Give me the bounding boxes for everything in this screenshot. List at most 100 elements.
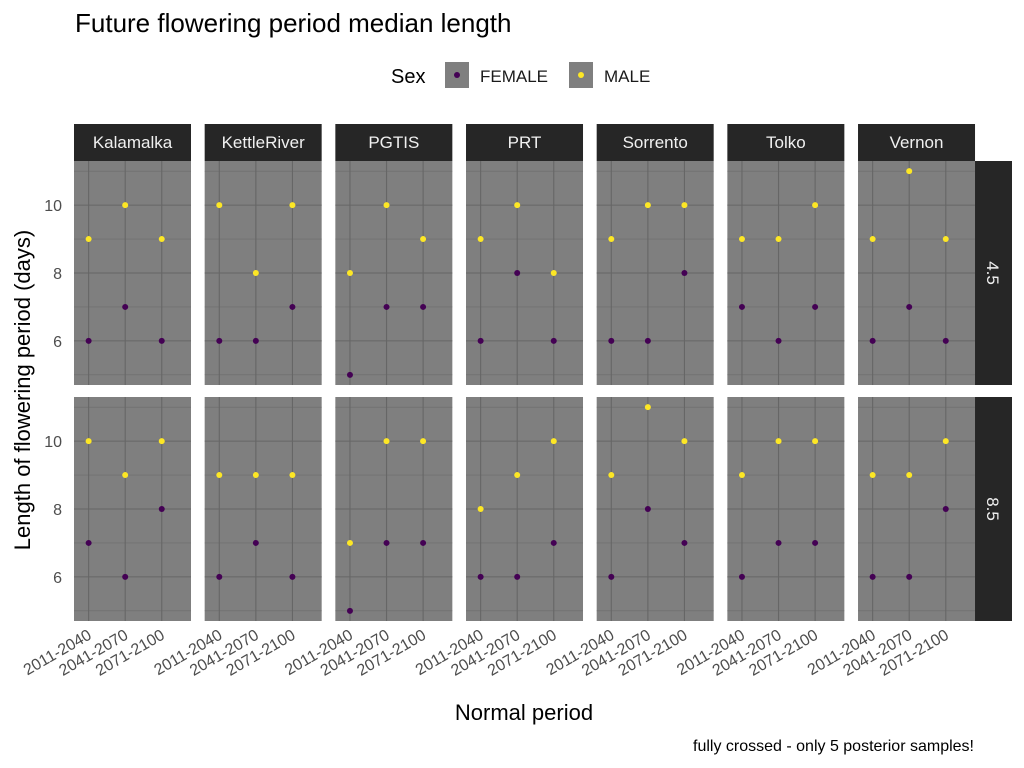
data-point-male <box>550 438 557 445</box>
legend-key-point <box>454 72 460 78</box>
data-point-female <box>514 573 521 580</box>
data-point-female <box>252 337 259 344</box>
data-point-female <box>869 573 876 580</box>
data-point-female <box>289 573 296 580</box>
y-tick-label: 8 <box>53 266 62 283</box>
data-point-female <box>420 303 427 310</box>
data-point-male <box>869 236 876 243</box>
data-point-female <box>738 303 745 310</box>
panel-tolko-8-5 <box>727 397 845 621</box>
data-point-female <box>346 607 353 614</box>
data-point-female <box>738 573 745 580</box>
row-strip-8-5: 8.5 <box>974 397 1012 621</box>
panel-pgtis-8-5 <box>335 397 453 621</box>
column-strip-label: PRT <box>508 133 542 152</box>
column-strip-label: PGTIS <box>368 133 419 152</box>
column-strip-kettleriver: KettleRiver <box>204 124 322 161</box>
data-point-female <box>85 539 92 546</box>
data-point-male <box>644 404 651 411</box>
data-point-female <box>608 573 615 580</box>
panel-tolko-4-5 <box>727 161 845 385</box>
y-tick-label: 8 <box>53 502 62 519</box>
data-point-male <box>550 270 557 276</box>
data-point-female <box>812 539 819 546</box>
data-point-male <box>122 472 129 479</box>
data-point-male <box>252 270 259 276</box>
legend-label: MALE <box>604 67 650 86</box>
data-point-female <box>775 539 782 546</box>
data-point-female <box>122 573 129 580</box>
data-point-male <box>681 438 688 445</box>
data-point-male <box>85 438 92 445</box>
y-axis-title: Length of flowering period (days) <box>10 230 35 550</box>
panel-kalamalka-4-5 <box>74 161 191 385</box>
panel-pgtis-4-5 <box>335 161 453 385</box>
data-point-female <box>681 539 688 546</box>
data-point-female <box>158 337 165 344</box>
data-point-male <box>681 202 688 209</box>
facet-grid: Kalamalka KettleRiver PGTIS PRT Sorrento Tolk… <box>21 124 1012 680</box>
panel-vernon-4-5 <box>858 161 976 385</box>
data-point-female <box>812 303 819 310</box>
data-point-female <box>420 539 427 546</box>
y-tick-label: 10 <box>44 198 62 215</box>
legend-label: FEMALE <box>480 67 548 86</box>
column-strip-sorrento: Sorrento <box>596 124 714 161</box>
data-point-female <box>644 337 651 344</box>
data-point-female <box>942 506 949 512</box>
column-strip-label: Vernon <box>890 133 944 152</box>
panel-kettleriver-8-5 <box>204 397 322 621</box>
column-strip-kalamalka: Kalamalka <box>74 124 191 161</box>
data-point-male <box>812 438 819 445</box>
panel-sorrento-4-5 <box>596 161 714 385</box>
panel-prt-4-5 <box>466 161 584 385</box>
data-point-male <box>158 236 165 243</box>
column-strip-tolko: Tolko <box>727 124 845 161</box>
data-point-female <box>252 539 259 546</box>
data-point-male <box>346 270 353 276</box>
panel-kalamalka-8-5 <box>74 397 191 621</box>
data-point-male <box>346 539 353 546</box>
legend: Sex FEMALE MALE <box>391 62 650 88</box>
y-tick-label: 6 <box>53 334 62 351</box>
data-point-male <box>738 472 745 479</box>
data-point-female <box>681 270 688 276</box>
data-point-male <box>514 472 521 479</box>
data-point-male <box>812 202 819 209</box>
data-point-female <box>942 337 949 344</box>
data-point-female <box>906 573 913 580</box>
data-point-female <box>346 371 353 378</box>
data-point-male <box>383 202 390 209</box>
data-point-female <box>216 573 223 580</box>
data-point-female <box>216 337 223 344</box>
y-tick-label: 6 <box>53 570 62 587</box>
data-point-male <box>122 202 129 209</box>
data-point-female <box>289 303 296 310</box>
data-point-female <box>608 337 615 344</box>
legend-key-point <box>578 72 584 78</box>
data-point-male <box>477 236 484 243</box>
column-strip-label: KettleRiver <box>222 133 305 152</box>
data-point-male <box>644 202 651 209</box>
panel-vernon-8-5 <box>858 397 976 621</box>
column-strip-label: Tolko <box>766 133 806 152</box>
chart-title: Future flowering period median length <box>75 8 511 38</box>
data-point-male <box>216 472 223 479</box>
data-point-male <box>775 438 782 445</box>
x-axis-title: Normal period <box>455 700 593 725</box>
data-point-male <box>906 472 913 479</box>
data-point-female <box>158 506 165 512</box>
data-point-female <box>550 337 557 344</box>
data-point-female <box>514 270 521 276</box>
column-strip-prt: PRT <box>466 124 584 161</box>
data-point-male <box>738 236 745 243</box>
column-strip-pgtis: PGTIS <box>335 124 453 161</box>
data-point-male <box>906 168 913 175</box>
data-point-male <box>158 438 165 445</box>
data-point-male <box>289 202 296 209</box>
panel-sorrento-8-5 <box>596 397 714 621</box>
data-point-male <box>85 236 92 243</box>
data-point-female <box>906 303 913 310</box>
data-point-female <box>383 303 390 310</box>
panel-kettleriver-4-5 <box>204 161 322 385</box>
